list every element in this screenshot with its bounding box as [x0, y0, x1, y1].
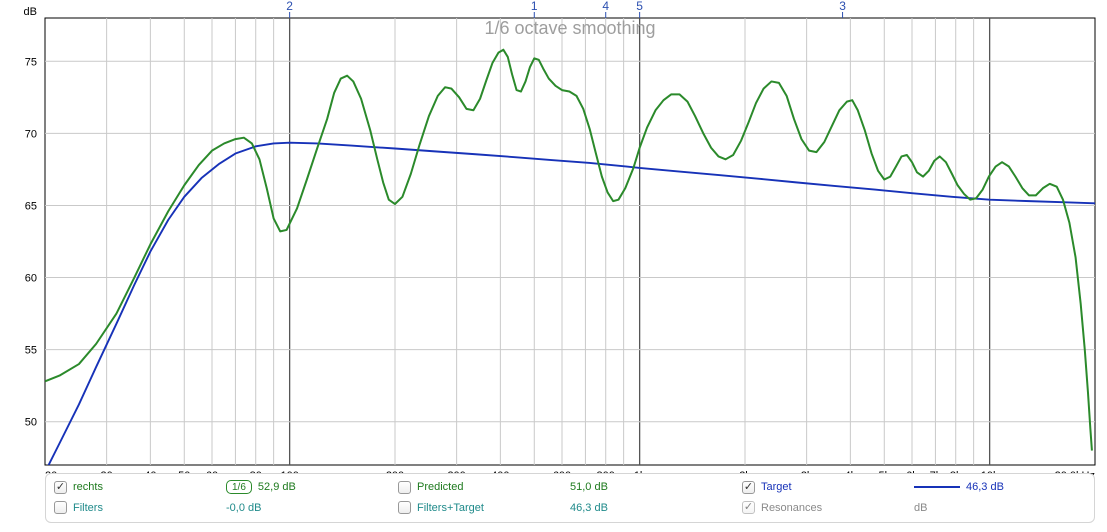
legend-line-sample: [914, 486, 960, 488]
chart-container: 505560657075dB20304050608010020030040060…: [0, 0, 1107, 532]
legend-value: dB: [914, 502, 927, 514]
legend-label: Filters+Target: [417, 502, 484, 514]
y-tick-label: 75: [25, 56, 37, 68]
legend-checkbox: [742, 501, 755, 514]
y-tick-label: 70: [25, 128, 37, 140]
legend-checkbox[interactable]: [742, 481, 755, 494]
legend-value: -0,0 dB: [226, 502, 261, 514]
legend-checkbox[interactable]: [54, 481, 67, 494]
y-tick-label: 55: [25, 345, 37, 357]
top-marker-label: 4: [602, 0, 609, 13]
plot-area: [45, 18, 1095, 465]
top-marker-label: 1: [531, 0, 538, 13]
legend-checkbox[interactable]: [54, 501, 67, 514]
legend-label: Filters: [73, 502, 103, 514]
legend-value: 51,0 dB: [570, 481, 608, 493]
y-tick-label: 50: [25, 417, 37, 429]
legend-label: rechts: [73, 481, 103, 493]
legend-value: 46,3 dB: [570, 502, 608, 514]
legend-label: Predicted: [417, 481, 463, 493]
chart-subtitle: 1/6 octave smoothing: [484, 18, 655, 38]
top-marker-label: 3: [839, 0, 846, 13]
legend-checkbox[interactable]: [398, 481, 411, 494]
legend-value: 46,3 dB: [966, 481, 1004, 493]
legend-value: 52,9 dB: [258, 481, 296, 493]
frequency-response-chart: 505560657075dB20304050608010020030040060…: [0, 0, 1107, 532]
legend-checkbox[interactable]: [398, 501, 411, 514]
smoothing-badge[interactable]: 1/6: [226, 480, 252, 494]
y-axis-unit: dB: [24, 6, 37, 18]
legend-label: Resonances: [761, 502, 822, 514]
y-tick-label: 65: [25, 200, 37, 212]
legend-panel: rechts Filters 1/6 52,9 dB -0,0 dB Predicted F…: [45, 473, 1095, 523]
top-marker-label: 5: [636, 0, 643, 13]
legend-label: Target: [761, 481, 792, 493]
top-marker-label: 2: [286, 0, 293, 13]
y-tick-label: 60: [25, 273, 37, 285]
